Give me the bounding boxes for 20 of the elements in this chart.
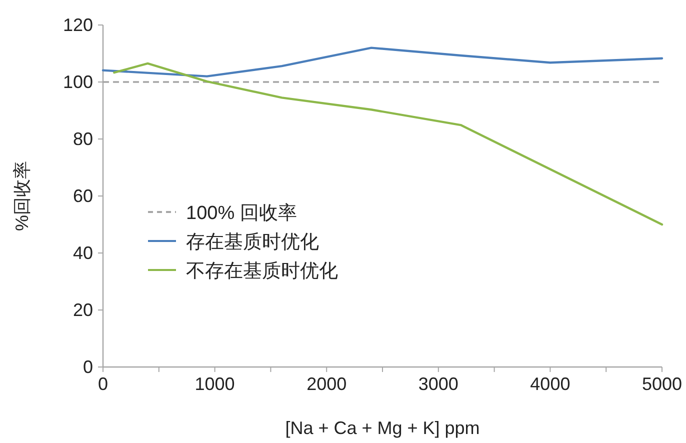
x-tick-label: 0 <box>98 374 108 394</box>
legend-label: 不存在基质时优化 <box>186 261 338 282</box>
x-tick-label: 5000 <box>642 374 682 394</box>
y-tick-label: 20 <box>72 300 93 320</box>
y-tick-label: 0 <box>82 357 93 377</box>
y-tick-label: 60 <box>72 186 93 206</box>
legend-label: 存在基质时优化 <box>186 232 319 253</box>
y-tick-label: 120 <box>62 15 93 35</box>
x-tick-label: 3000 <box>418 374 458 394</box>
legend-label: 100% 回收率 <box>186 202 297 224</box>
x-tick-label: 4000 <box>530 374 570 394</box>
line-series <box>102 46 664 78</box>
x-tick-label: 2000 <box>306 374 347 394</box>
y-tick-label: 100 <box>62 72 93 92</box>
line-series <box>113 62 664 226</box>
x-axis-title: [Na + Ca + Mg + K] ppm <box>285 418 480 438</box>
y-tick-label: 40 <box>72 243 93 263</box>
y-tick-label: 80 <box>72 129 93 149</box>
y-axis-title: %回收率 <box>12 160 32 232</box>
x-tick-label: 1000 <box>194 374 235 394</box>
